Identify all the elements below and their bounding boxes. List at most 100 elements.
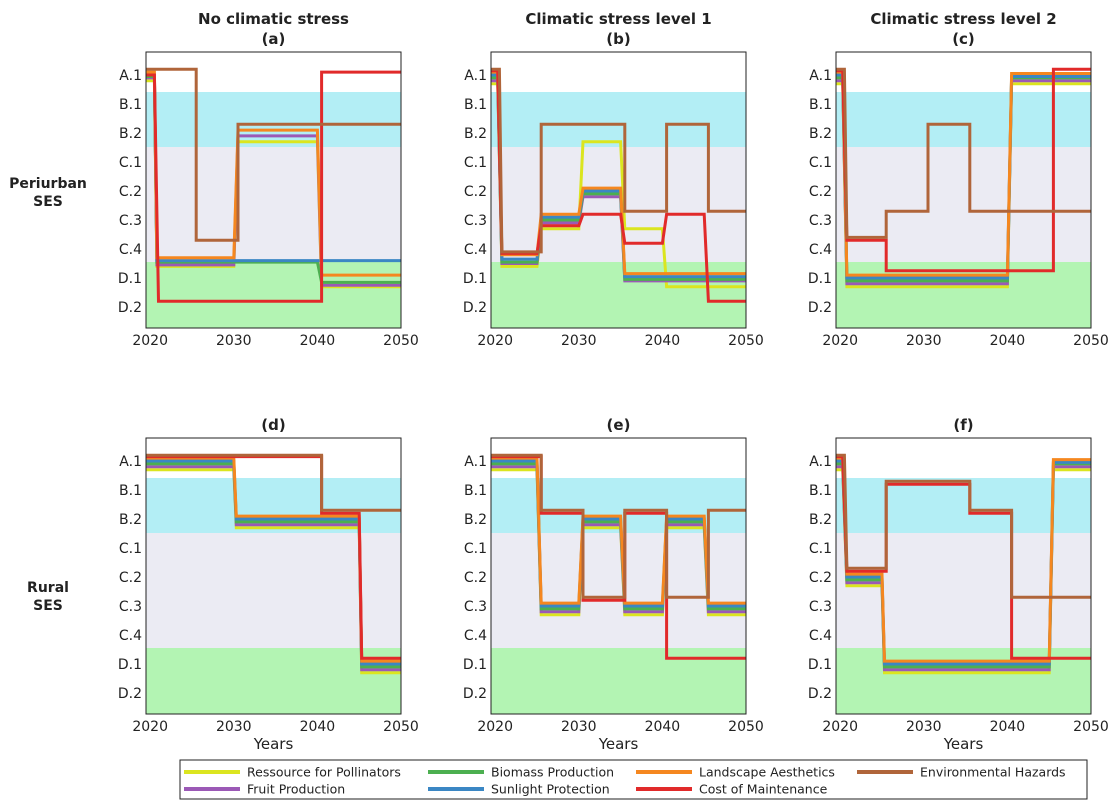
y-tick-label: C.4 [464,628,487,644]
y-tick-label: A.1 [119,68,142,84]
legend-item: Environmental Hazards [857,765,1066,780]
y-tick-label: A.1 [464,68,487,84]
legend-label: Cost of Maintenance [699,782,828,797]
y-tick-label: B.2 [119,126,142,142]
legend-item: Cost of Maintenance [636,782,828,797]
y-tick-label: D.2 [808,686,832,702]
row-label: Periurban [9,176,87,192]
x-tick-label: 2030 [561,719,597,735]
legend-label: Landscape Aesthetics [699,765,835,780]
plot-frame [145,51,402,329]
y-tick-label: B.2 [119,512,142,528]
y-tick-label: A.1 [809,454,832,470]
y-tick-label: C.1 [464,155,487,171]
background-band [491,533,746,648]
x-tick-label: 2020 [477,719,513,735]
legend-label: Environmental Hazards [920,765,1066,780]
legend-item: Biomass Production [428,765,614,780]
legend-label: Ressource for Pollinators [247,765,401,780]
panel-letter: (f) [953,416,973,434]
background-band [146,262,401,328]
y-tick-label: C.2 [809,570,832,586]
background-band [146,147,401,262]
series-line [491,456,746,605]
legend-item: Fruit Production [184,782,345,797]
background-band [836,478,1091,533]
column-title: No climatic stress [198,10,349,28]
y-tick-label: B.2 [464,512,487,528]
y-tick-label: D.1 [463,657,487,673]
y-tick-label: D.2 [463,686,487,702]
x-tick-label: 2020 [822,333,858,349]
panel: (f) A.1 B.1 B.2 C.1 C.2 C.3 C.4 D.1 D.2 2020 2030 20… [808,416,1109,753]
plot-frame [490,437,747,715]
x-tick-label: 2040 [990,333,1026,349]
row-label: Rural [27,580,69,596]
legend-label: Fruit Production [247,782,345,797]
series-line [491,453,746,599]
background-band [146,92,401,147]
x-axis-label: Years [598,735,639,753]
panel-letter: (a) [262,30,286,48]
y-tick-label: B.2 [464,126,487,142]
series-line [146,465,401,672]
series-line [146,67,401,242]
x-tick-label: 2030 [906,333,942,349]
background-band [836,438,1091,478]
x-tick-label: 2050 [1073,333,1109,349]
y-tick-label: D.1 [118,657,142,673]
y-tick-label: C.2 [464,570,487,586]
x-tick-label: 2020 [477,333,513,349]
background-band [836,262,1091,328]
x-tick-label: 2040 [300,333,336,349]
panel: (e) A.1 B.1 B.2 C.1 C.2 C.3 C.4 D.1 D.2 2020 2030 20… [463,416,764,753]
row-label: SES [33,194,63,210]
y-tick-label: C.4 [809,242,832,258]
background-band [836,147,1091,262]
x-tick-label: 2050 [383,719,419,735]
legend-label: Biomass Production [491,765,614,780]
x-tick-label: 2050 [383,333,419,349]
y-tick-label: B.1 [809,483,832,499]
series-line [146,459,401,666]
background-band [491,52,746,92]
series-line [146,468,401,675]
y-tick-label: D.1 [118,271,142,287]
panel-letter: (c) [952,30,975,48]
y-tick-label: C.1 [119,155,142,171]
y-tick-label: C.1 [119,541,142,557]
x-tick-label: 2020 [132,719,168,735]
y-tick-label: C.3 [119,599,142,615]
y-tick-label: A.1 [464,454,487,470]
x-tick-label: 2050 [728,719,764,735]
y-tick-label: B.1 [809,97,832,113]
plot-frame [490,51,747,329]
y-tick-label: C.2 [119,570,142,586]
y-tick-label: B.1 [464,97,487,113]
y-tick-label: B.1 [464,483,487,499]
y-tick-label: C.4 [464,242,487,258]
y-tick-label: D.2 [118,686,142,702]
plot-frame [835,51,1092,329]
y-tick-label: A.1 [119,454,142,470]
y-tick-label: D.2 [118,300,142,316]
background-band [836,92,1091,147]
y-tick-label: C.4 [809,628,832,644]
row-label: SES [33,598,63,614]
y-tick-label: C.3 [464,213,487,229]
legend-item: Ressource for Pollinators [184,765,401,780]
legend-label: Sunlight Protection [491,782,610,797]
series-line [146,453,401,512]
y-tick-label: D.1 [808,271,832,287]
panel: (a) A.1 B.1 B.2 C.1 C.2 C.3 C.4 D.1 D.2 2020 2030 20… [118,30,419,349]
x-tick-label: 2040 [645,333,681,349]
panel-letter: (b) [606,30,630,48]
y-tick-label: C.2 [464,184,487,200]
background-band [146,533,401,648]
legend: Ressource for Pollinators Biomass Product… [179,759,1088,800]
x-tick-label: 2030 [216,333,252,349]
y-tick-label: B.2 [809,126,832,142]
plot-frame [145,437,402,715]
y-tick-label: C.3 [809,599,832,615]
y-tick-label: C.4 [119,242,142,258]
